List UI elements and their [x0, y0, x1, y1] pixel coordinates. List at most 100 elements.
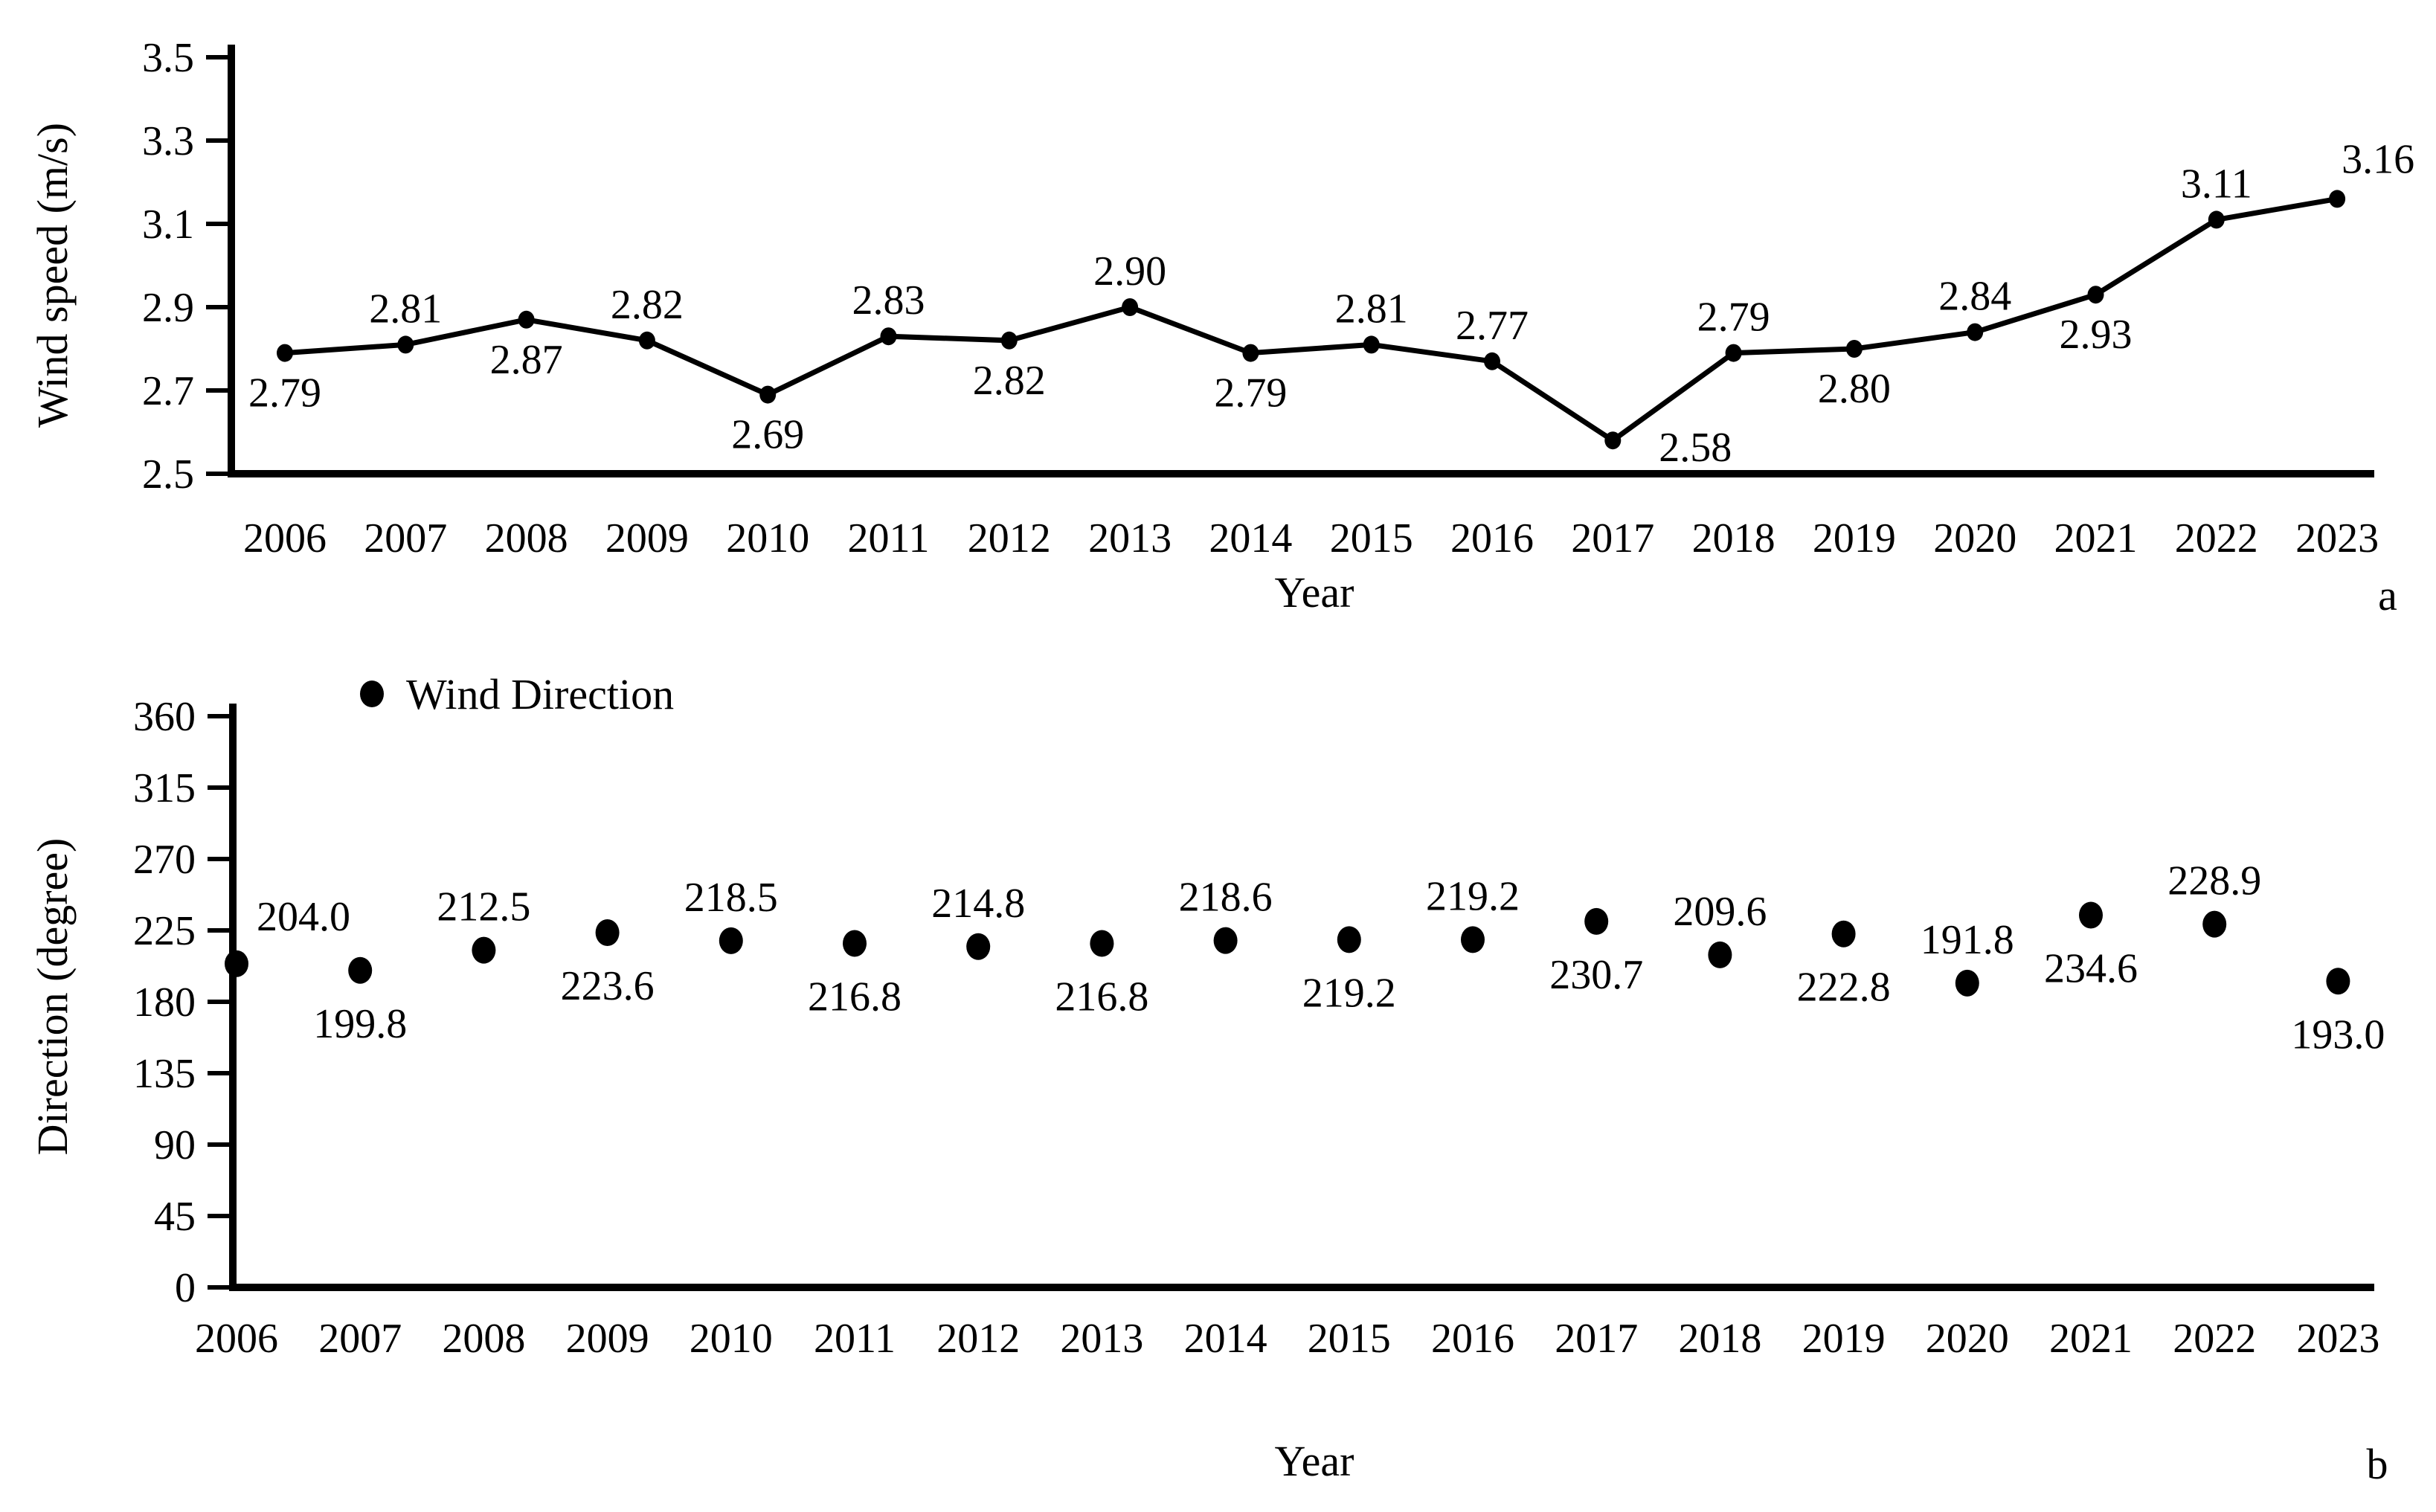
data-point-marker	[2326, 968, 2350, 995]
data-point-label: 2.93	[2060, 312, 2133, 358]
x-tick-label: 2023	[2296, 1316, 2379, 1362]
x-tick-label: 2007	[364, 515, 447, 562]
chart-a: Wind speed (m/s) 2.5 2.7 2.9 3.1 3.3 3.5 2006…	[28, 35, 2414, 620]
chart-a-y-ticks: 2.5 2.7 2.9 3.1 3.3 3.5	[142, 35, 231, 498]
x-tick-label: 2022	[2175, 515, 2258, 562]
chart-b: Wind Direction Direction (degree) 0 45 90 1…	[28, 670, 2388, 1488]
data-point-marker	[1363, 335, 1380, 354]
data-point-label: 193.0	[2291, 1011, 2385, 1058]
x-tick-label: 2008	[485, 515, 568, 562]
data-point-marker	[1831, 920, 1856, 948]
data-point-label: 209.6	[1673, 889, 1767, 935]
data-point-marker	[2079, 901, 2103, 929]
legend-marker-icon	[360, 681, 384, 707]
data-point-label: 204.0	[257, 894, 350, 940]
data-point-label: 2.90	[1093, 248, 1166, 295]
x-tick-label: 2011	[848, 515, 930, 562]
wind-speed-points	[277, 190, 2346, 450]
data-point-label: 2.87	[490, 337, 563, 383]
data-point-marker	[348, 956, 373, 984]
x-tick-label: 2010	[690, 1316, 773, 1362]
x-tick-label: 2014	[1209, 515, 1292, 562]
legend-label: Wind Direction	[406, 670, 674, 718]
x-tick-label: 2010	[726, 515, 809, 562]
y-tick-label: 315	[133, 765, 196, 811]
data-point-label: 216.8	[808, 974, 902, 1020]
data-point-label: 2.79	[1697, 295, 1770, 341]
data-point-label: 216.8	[1055, 974, 1148, 1020]
data-point-marker	[1461, 926, 1485, 953]
data-point-marker	[759, 385, 777, 404]
x-tick-label: 2020	[1926, 1316, 2009, 1362]
data-point-label: 2.82	[973, 358, 1046, 404]
x-tick-label: 2019	[1802, 1316, 1886, 1362]
x-tick-label: 2009	[605, 515, 689, 562]
x-tick-label: 2007	[318, 1316, 402, 1362]
data-point-label: 214.8	[931, 881, 1025, 927]
data-point-marker	[2208, 210, 2225, 229]
data-point-marker	[1604, 431, 1622, 450]
x-tick-label: 2013	[1060, 1316, 1143, 1362]
data-point-label: 2.58	[1659, 425, 1732, 471]
y-tick-label: 0	[175, 1265, 196, 1311]
x-tick-label: 2015	[1308, 1316, 1391, 1362]
x-tick-label: 2016	[1450, 515, 1534, 562]
data-point-label: 2.81	[369, 286, 442, 332]
data-point-label: 2.81	[1335, 286, 1408, 332]
data-point-label: 218.6	[1179, 875, 1273, 921]
data-point-marker	[1242, 344, 1259, 362]
x-tick-label: 2008	[442, 1316, 525, 1362]
data-point-marker	[1484, 352, 1500, 370]
data-point-label: 2.79	[1214, 370, 1287, 416]
y-tick-label: 270	[133, 837, 196, 883]
wind-direction-points	[225, 901, 2350, 997]
data-point-marker	[638, 331, 655, 350]
data-point-label: 219.2	[1426, 873, 1520, 919]
data-point-marker	[1584, 907, 1609, 935]
data-point-label: 2.84	[1938, 274, 2011, 320]
data-point-marker	[518, 310, 535, 329]
x-tick-label: 2006	[243, 515, 327, 562]
y-tick-label: 3.1	[142, 202, 194, 248]
data-point-label: 2.83	[852, 277, 925, 324]
y-tick-label: 45	[154, 1194, 196, 1240]
data-point-marker	[2087, 286, 2104, 304]
chart-a-x-axis-title: Year	[1275, 568, 1354, 617]
data-point-marker	[1122, 298, 1139, 316]
data-point-label: 3.11	[2181, 161, 2252, 207]
data-point-marker	[966, 933, 991, 960]
x-tick-label: 2014	[1184, 1316, 1267, 1362]
x-tick-label: 2006	[195, 1316, 278, 1362]
x-tick-label: 2017	[1571, 515, 1654, 562]
data-point-label: 2.77	[1456, 303, 1529, 349]
data-point-marker	[277, 344, 293, 362]
x-tick-label: 2015	[1330, 515, 1413, 562]
data-point-label: 223.6	[561, 963, 655, 1009]
data-point-label: 218.5	[684, 875, 778, 921]
data-point-marker	[1955, 969, 1979, 997]
data-point-marker	[719, 927, 743, 954]
chart-a-y-axis-title: Wind speed (m/s)	[28, 123, 77, 428]
data-point-marker	[1708, 941, 1732, 968]
y-tick-label: 360	[133, 694, 196, 740]
x-tick-label: 2022	[2173, 1316, 2256, 1362]
data-point-marker	[1090, 930, 1114, 957]
data-point-marker	[2202, 910, 2227, 938]
x-tick-label: 2017	[1555, 1316, 1638, 1362]
data-point-marker	[1967, 323, 1984, 341]
data-point-marker	[397, 335, 414, 354]
data-point-marker	[595, 919, 620, 946]
x-tick-label: 2021	[2049, 1316, 2133, 1362]
data-point-marker	[1000, 331, 1018, 350]
x-tick-label: 2023	[2295, 515, 2379, 562]
x-tick-label: 2020	[1933, 515, 2016, 562]
x-tick-label: 2019	[1813, 515, 1896, 562]
data-point-label: 3.16	[2342, 136, 2414, 182]
y-tick-label: 90	[154, 1122, 196, 1168]
data-point-marker	[225, 950, 248, 977]
data-point-label: 2.82	[611, 282, 684, 328]
y-tick-label: 180	[133, 979, 196, 1026]
x-tick-label: 2018	[1678, 1316, 1761, 1362]
data-point-label: 212.5	[437, 884, 530, 930]
